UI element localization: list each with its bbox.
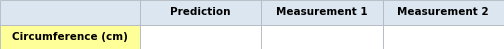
Text: Measurement 2: Measurement 2 <box>398 7 489 17</box>
Bar <box>0 24 140 49</box>
Bar <box>383 24 504 49</box>
Bar <box>0 0 140 24</box>
Text: Prediction: Prediction <box>170 7 231 17</box>
Bar <box>383 0 504 24</box>
Bar <box>140 24 261 49</box>
Text: Circumference (cm): Circumference (cm) <box>12 32 128 42</box>
Bar <box>261 0 383 24</box>
Text: Measurement 1: Measurement 1 <box>276 7 367 17</box>
Bar <box>261 24 383 49</box>
Bar <box>140 0 261 24</box>
